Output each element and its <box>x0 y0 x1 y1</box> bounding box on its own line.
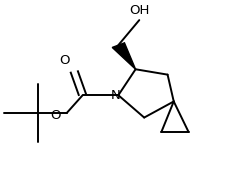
Text: N: N <box>110 89 120 102</box>
Text: O: O <box>59 54 69 68</box>
Text: O: O <box>50 109 61 122</box>
Text: OH: OH <box>129 4 149 17</box>
Polygon shape <box>112 43 135 69</box>
